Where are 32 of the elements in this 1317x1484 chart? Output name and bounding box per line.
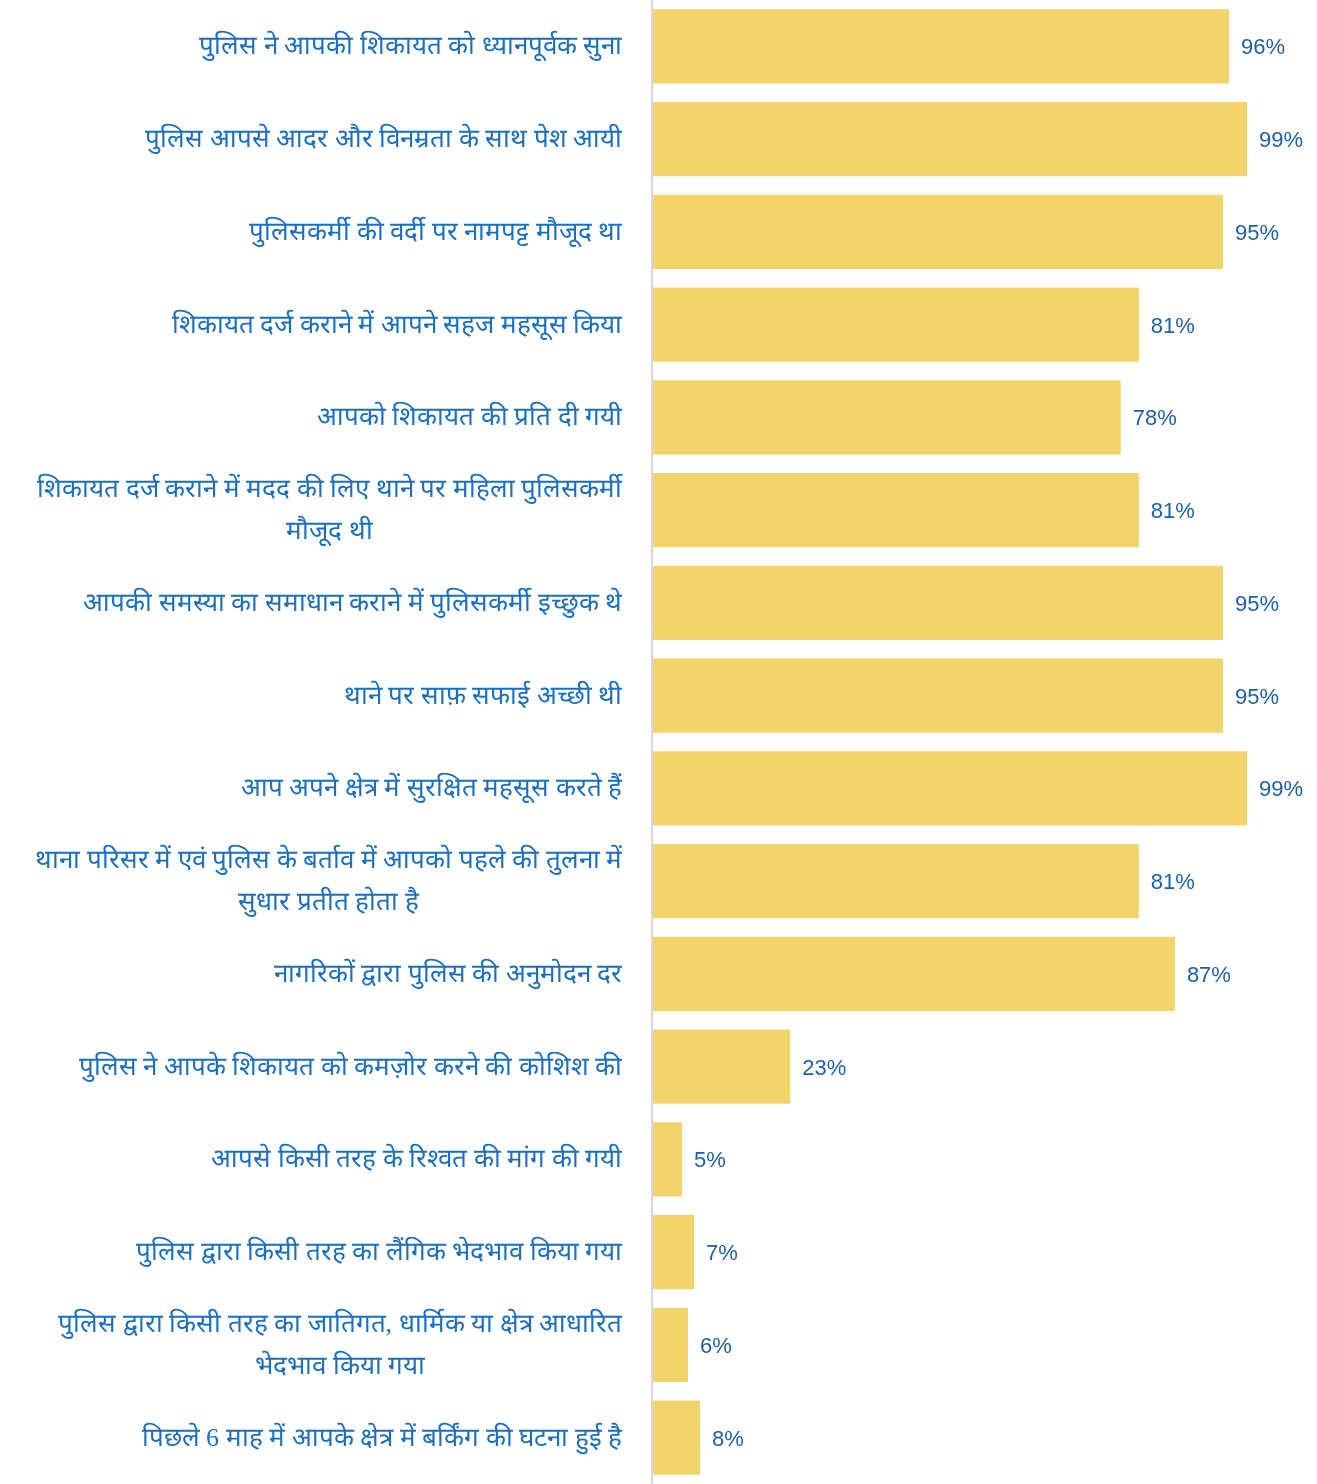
y-tick-label: पुलिस द्वारा किसी तरह का जातिगत, धार्मिक या क्षेत्र आधारित भेदभाव किया गया bbox=[58, 1307, 623, 1380]
y-tick-label: आपको शिकायत की प्रति दी गयी bbox=[316, 401, 623, 432]
y-tick-label: नागरिकों द्वारा पुलिस की अनुमोदन दर bbox=[273, 957, 623, 989]
data-label: 5% bbox=[694, 1147, 726, 1173]
y-tick-label: आपकी समस्या का समाधान कराने में पुलिसकर्मी इच्छुक थे bbox=[83, 586, 622, 618]
data-label: 8% bbox=[712, 1425, 744, 1451]
data-label: 7% bbox=[706, 1240, 738, 1266]
data-label: 81% bbox=[1150, 312, 1195, 338]
y-tick-label: पुलिसकर्मी की वर्दी पर नामपट्ट मौजूद था bbox=[249, 215, 623, 248]
y-tick-label: पुलिस आपसे आदर और विनम्रता के साथ पेश आयी bbox=[145, 123, 623, 155]
data-label: 87% bbox=[1186, 961, 1231, 987]
data-label: 6% bbox=[700, 1332, 732, 1358]
y-tick-label: पुलिस ने आपकी शिकायत को ध्यानपूर्वक सुना bbox=[199, 30, 623, 63]
data-label: 99% bbox=[1259, 127, 1304, 153]
data-label: 99% bbox=[1259, 776, 1304, 802]
data-label: 78% bbox=[1132, 405, 1177, 431]
y-tick-label: पिछले 6 माह में आपके क्षेत्र में बर्किंग की घटना हुई है bbox=[141, 1421, 623, 1455]
y-tick-label: शिकायत दर्ज कराने में आपने सहज महसूस किया bbox=[171, 308, 623, 341]
data-label: 81% bbox=[1150, 869, 1195, 895]
y-tick-label: शिकायत दर्ज कराने में मदद की लिए थाने पर महिला पुलिसकर्मी मौजूद थी bbox=[37, 473, 623, 548]
data-label: 95% bbox=[1234, 683, 1280, 709]
data-label: 23% bbox=[802, 1054, 847, 1080]
data-label: 95% bbox=[1234, 219, 1280, 245]
y-tick-label: आप अपने क्षेत्र में सुरक्षित महसूस करते हैं bbox=[240, 772, 623, 805]
y-tick-label: आपसे किसी तरह के रिश्वत की मांग की गयी bbox=[211, 1143, 623, 1174]
y-tick-label: पुलिस ने आपके शिकायत को कमज़ोर करने की कोशिश की bbox=[78, 1050, 623, 1082]
data-label: 81% bbox=[1150, 498, 1195, 524]
y-tick-label: थाना परिसर में एवं पुलिस के बर्ताव में आपको पहले की तुलना में सुधार प्रतीत होता है bbox=[35, 844, 622, 918]
data-label: 95% bbox=[1234, 590, 1280, 616]
data-label: 96% bbox=[1240, 34, 1286, 60]
y-tick-label: थाने पर साफ़ सफाई अच्छी थी bbox=[343, 679, 623, 710]
y-tick-label: पुलिस द्वारा किसी तरह का लैंगिक भेदभाव किया गया bbox=[136, 1236, 623, 1268]
